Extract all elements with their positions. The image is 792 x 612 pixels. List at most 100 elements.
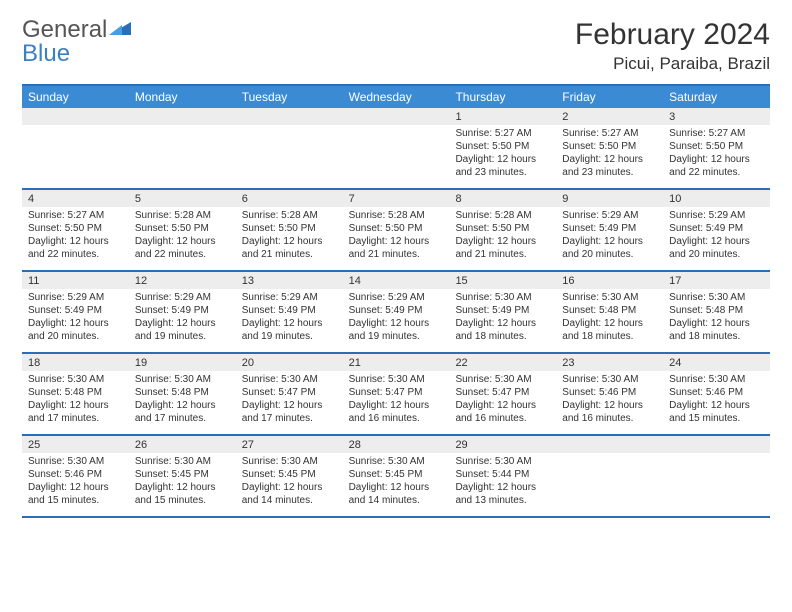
daylight-text: Daylight: 12 hours and 17 minutes. [28, 399, 123, 425]
cell-body [556, 453, 663, 513]
calendar-cell: 21Sunrise: 5:30 AMSunset: 5:47 PMDayligh… [343, 354, 450, 434]
cell-body: Sunrise: 5:30 AMSunset: 5:48 PMDaylight:… [22, 371, 129, 429]
cell-body: Sunrise: 5:29 AMSunset: 5:49 PMDaylight:… [556, 207, 663, 265]
sunset-text: Sunset: 5:45 PM [135, 468, 230, 481]
sunset-text: Sunset: 5:50 PM [455, 140, 550, 153]
cell-body: Sunrise: 5:30 AMSunset: 5:48 PMDaylight:… [556, 289, 663, 347]
sunset-text: Sunset: 5:46 PM [28, 468, 123, 481]
calendar-cell [663, 436, 770, 516]
day-number: 7 [343, 190, 450, 207]
sunrise-text: Sunrise: 5:30 AM [562, 373, 657, 386]
sunset-text: Sunset: 5:48 PM [135, 386, 230, 399]
sunset-text: Sunset: 5:50 PM [455, 222, 550, 235]
calendar-cell: 27Sunrise: 5:30 AMSunset: 5:45 PMDayligh… [236, 436, 343, 516]
sunrise-text: Sunrise: 5:30 AM [242, 455, 337, 468]
sunrise-text: Sunrise: 5:30 AM [28, 373, 123, 386]
day-header-row: SundayMondayTuesdayWednesdayThursdayFrid… [22, 86, 770, 108]
daylight-text: Daylight: 12 hours and 22 minutes. [669, 153, 764, 179]
daylight-text: Daylight: 12 hours and 19 minutes. [349, 317, 444, 343]
day-number: 9 [556, 190, 663, 207]
sunset-text: Sunset: 5:45 PM [242, 468, 337, 481]
cell-body: Sunrise: 5:30 AMSunset: 5:46 PMDaylight:… [663, 371, 770, 429]
sunrise-text: Sunrise: 5:30 AM [562, 291, 657, 304]
daylight-text: Daylight: 12 hours and 21 minutes. [242, 235, 337, 261]
calendar-grid: SundayMondayTuesdayWednesdayThursdayFrid… [22, 84, 770, 518]
day-number: 25 [22, 436, 129, 453]
calendar-cell: 5Sunrise: 5:28 AMSunset: 5:50 PMDaylight… [129, 190, 236, 270]
daylight-text: Daylight: 12 hours and 22 minutes. [28, 235, 123, 261]
sunrise-text: Sunrise: 5:30 AM [669, 373, 764, 386]
sunrise-text: Sunrise: 5:30 AM [669, 291, 764, 304]
day-number: 16 [556, 272, 663, 289]
day-number [22, 108, 129, 125]
calendar-cell: 10Sunrise: 5:29 AMSunset: 5:49 PMDayligh… [663, 190, 770, 270]
day-number: 22 [449, 354, 556, 371]
cell-body: Sunrise: 5:28 AMSunset: 5:50 PMDaylight:… [129, 207, 236, 265]
calendar-week-row: 11Sunrise: 5:29 AMSunset: 5:49 PMDayligh… [22, 272, 770, 354]
calendar-cell: 4Sunrise: 5:27 AMSunset: 5:50 PMDaylight… [22, 190, 129, 270]
cell-body: Sunrise: 5:30 AMSunset: 5:46 PMDaylight:… [22, 453, 129, 511]
page-header: GeneralBlue February 2024 Picui, Paraiba… [22, 18, 770, 74]
sunset-text: Sunset: 5:47 PM [349, 386, 444, 399]
daylight-text: Daylight: 12 hours and 22 minutes. [135, 235, 230, 261]
calendar-cell: 29Sunrise: 5:30 AMSunset: 5:44 PMDayligh… [449, 436, 556, 516]
daylight-text: Daylight: 12 hours and 18 minutes. [562, 317, 657, 343]
sunset-text: Sunset: 5:49 PM [455, 304, 550, 317]
calendar-cell: 7Sunrise: 5:28 AMSunset: 5:50 PMDaylight… [343, 190, 450, 270]
daylight-text: Daylight: 12 hours and 18 minutes. [455, 317, 550, 343]
sunset-text: Sunset: 5:50 PM [669, 140, 764, 153]
day-header: Wednesday [343, 86, 450, 108]
day-number: 6 [236, 190, 343, 207]
sunset-text: Sunset: 5:48 PM [669, 304, 764, 317]
day-header: Friday [556, 86, 663, 108]
day-number: 8 [449, 190, 556, 207]
day-header: Thursday [449, 86, 556, 108]
calendar-cell: 3Sunrise: 5:27 AMSunset: 5:50 PMDaylight… [663, 108, 770, 188]
daylight-text: Daylight: 12 hours and 23 minutes. [562, 153, 657, 179]
daylight-text: Daylight: 12 hours and 18 minutes. [669, 317, 764, 343]
sunset-text: Sunset: 5:46 PM [562, 386, 657, 399]
day-header: Monday [129, 86, 236, 108]
daylight-text: Daylight: 12 hours and 15 minutes. [28, 481, 123, 507]
calendar-cell: 28Sunrise: 5:30 AMSunset: 5:45 PMDayligh… [343, 436, 450, 516]
calendar-cell: 23Sunrise: 5:30 AMSunset: 5:46 PMDayligh… [556, 354, 663, 434]
cell-body: Sunrise: 5:28 AMSunset: 5:50 PMDaylight:… [449, 207, 556, 265]
day-number: 17 [663, 272, 770, 289]
calendar-cell [236, 108, 343, 188]
cell-body: Sunrise: 5:29 AMSunset: 5:49 PMDaylight:… [22, 289, 129, 347]
cell-body: Sunrise: 5:27 AMSunset: 5:50 PMDaylight:… [663, 125, 770, 183]
daylight-text: Daylight: 12 hours and 14 minutes. [349, 481, 444, 507]
calendar-cell [556, 436, 663, 516]
day-number: 5 [129, 190, 236, 207]
sunset-text: Sunset: 5:49 PM [135, 304, 230, 317]
calendar-week-row: 18Sunrise: 5:30 AMSunset: 5:48 PMDayligh… [22, 354, 770, 436]
daylight-text: Daylight: 12 hours and 20 minutes. [669, 235, 764, 261]
cell-body: Sunrise: 5:30 AMSunset: 5:49 PMDaylight:… [449, 289, 556, 347]
cell-body: Sunrise: 5:30 AMSunset: 5:45 PMDaylight:… [343, 453, 450, 511]
calendar-cell: 24Sunrise: 5:30 AMSunset: 5:46 PMDayligh… [663, 354, 770, 434]
sunrise-text: Sunrise: 5:29 AM [349, 291, 444, 304]
day-number: 13 [236, 272, 343, 289]
day-number: 21 [343, 354, 450, 371]
calendar-cell: 6Sunrise: 5:28 AMSunset: 5:50 PMDaylight… [236, 190, 343, 270]
cell-body: Sunrise: 5:30 AMSunset: 5:45 PMDaylight:… [129, 453, 236, 511]
day-number: 28 [343, 436, 450, 453]
daylight-text: Daylight: 12 hours and 17 minutes. [242, 399, 337, 425]
month-title: February 2024 [575, 18, 770, 52]
day-header: Tuesday [236, 86, 343, 108]
sunrise-text: Sunrise: 5:30 AM [242, 373, 337, 386]
calendar-cell: 11Sunrise: 5:29 AMSunset: 5:49 PMDayligh… [22, 272, 129, 352]
day-number: 29 [449, 436, 556, 453]
day-number: 3 [663, 108, 770, 125]
sunset-text: Sunset: 5:48 PM [562, 304, 657, 317]
daylight-text: Daylight: 12 hours and 16 minutes. [349, 399, 444, 425]
logo-triangle-icon [109, 16, 133, 43]
sunrise-text: Sunrise: 5:28 AM [455, 209, 550, 222]
sunset-text: Sunset: 5:49 PM [349, 304, 444, 317]
cell-body: Sunrise: 5:30 AMSunset: 5:47 PMDaylight:… [236, 371, 343, 429]
daylight-text: Daylight: 12 hours and 14 minutes. [242, 481, 337, 507]
day-number [129, 108, 236, 125]
day-number: 12 [129, 272, 236, 289]
cell-body: Sunrise: 5:30 AMSunset: 5:46 PMDaylight:… [556, 371, 663, 429]
calendar-cell [343, 108, 450, 188]
